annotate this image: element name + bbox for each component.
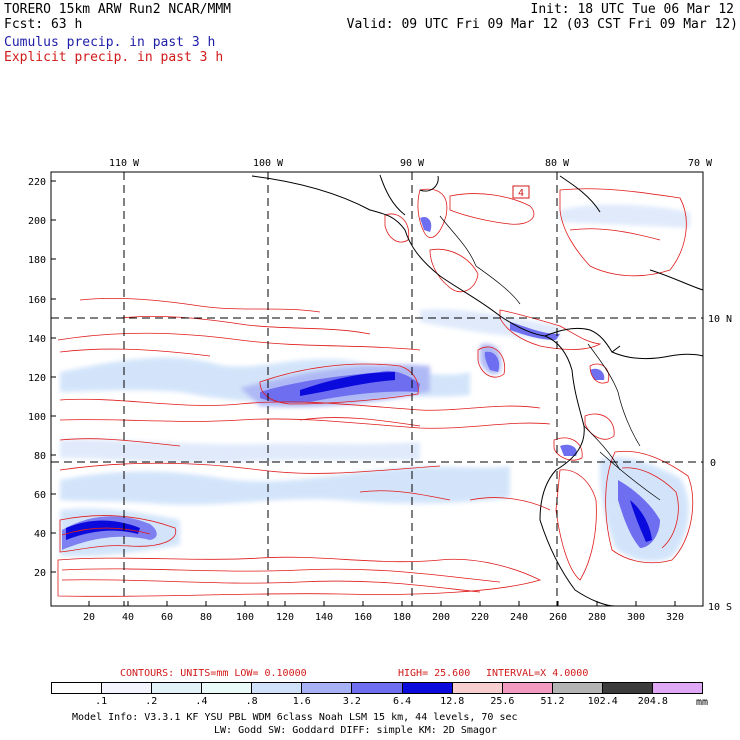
init-time: Init: 18 UTC Tue 06 Mar 12	[530, 2, 735, 17]
colorbar-label: 204.8	[637, 696, 668, 707]
colorbar-swatch	[352, 683, 403, 693]
x-tick: 100	[236, 612, 254, 623]
model-info: Model Info: V3.3.1 KF YSU PBL WDM 6class…	[72, 712, 518, 723]
y-tick: 140	[28, 334, 46, 345]
colorbar-label: .8	[245, 696, 258, 707]
colorbar-swatch	[152, 683, 203, 693]
cumulus-legend: Cumulus precip. in past 3 h	[4, 35, 216, 50]
colorbar-swatch	[552, 683, 603, 693]
colorbar-label: .4	[195, 696, 208, 707]
x-tick: 240	[510, 612, 528, 623]
x-tick: 20	[83, 612, 95, 623]
political-borders	[439, 215, 661, 501]
colorbar-swatch	[52, 683, 103, 693]
tick-marks	[51, 180, 676, 606]
contour-units: CONTOURS: UNITS=mm LOW= 0.10000	[120, 668, 307, 679]
x-tick: 260	[549, 612, 567, 623]
colorbar-swatch	[502, 683, 553, 693]
colorbar-swatch	[102, 683, 153, 693]
colorbar-label: 102.4	[587, 696, 618, 707]
colorbar-labels: .1 .2 .4 .8 1.6 3.2 6.4 12.8 25.6 51.2 102.4 204.8	[51, 696, 703, 708]
y-tick: 180	[28, 255, 46, 266]
lon-label-110w: 110 W	[109, 158, 140, 169]
y-tick: 200	[28, 216, 46, 227]
y-tick: 60	[34, 490, 46, 501]
colorbar-swatch	[252, 683, 303, 693]
colorbar-unit: mm	[696, 697, 709, 708]
y-tick: 120	[28, 373, 46, 384]
x-tick: 40	[122, 612, 134, 623]
colorbar-label: 51.2	[540, 696, 565, 707]
lon-label-100w: 100 W	[253, 158, 284, 169]
lon-label-80w: 80 W	[545, 158, 570, 169]
contour-interval: INTERVAL=X 4.0000	[486, 668, 589, 679]
colorbar-label: 6.4	[393, 696, 412, 707]
y-tick: 220	[28, 177, 46, 188]
lon-label-90w: 90 W	[400, 158, 425, 169]
x-tick: 120	[276, 612, 294, 623]
lat-lon-grid	[51, 172, 703, 606]
colorbar-swatch	[202, 683, 253, 693]
max-box-label: 4	[518, 188, 524, 199]
x-tick: 280	[588, 612, 606, 623]
lat-label-10n: 10 N	[708, 314, 732, 325]
x-tick: 220	[471, 612, 489, 623]
map-frame	[50, 171, 704, 607]
colorbar-label: .1	[95, 696, 108, 707]
lat-label-10s: 10 S	[708, 602, 732, 613]
x-tick: 180	[393, 612, 411, 623]
colorbar-label: 3.2	[342, 696, 361, 707]
contour-high: HIGH= 25.600	[398, 668, 471, 679]
lon-label-70w: 70 W	[688, 158, 713, 169]
colorbar-label: .2	[145, 696, 158, 707]
y-tick: 20	[34, 568, 46, 579]
lat-label-0: 0	[710, 458, 716, 469]
colorbar-swatch	[402, 683, 453, 693]
y-tick: 100	[28, 412, 46, 423]
x-tick: 300	[627, 612, 645, 623]
colorbar-swatch	[602, 683, 653, 693]
colorbar-label: 1.6	[292, 696, 311, 707]
coastline	[251, 174, 703, 606]
x-tick: 140	[315, 612, 333, 623]
colorbar-swatch	[652, 683, 703, 693]
colorbar-label: 12.8	[440, 696, 465, 707]
x-tick: 60	[161, 612, 173, 623]
colorbar-swatch	[302, 683, 353, 693]
y-tick: 40	[34, 529, 46, 540]
explicit-legend: Explicit precip. in past 3 h	[4, 50, 224, 65]
precip-colorbar	[51, 682, 703, 694]
x-tick: 80	[200, 612, 212, 623]
colorbar-swatch	[452, 683, 503, 693]
model-title: TORERO 15km ARW Run2 NCAR/MMM	[4, 2, 231, 17]
colorbar-label: 25.6	[490, 696, 515, 707]
x-tick: 200	[432, 612, 450, 623]
y-tick: 160	[28, 295, 46, 306]
max-box	[512, 185, 530, 199]
x-tick: 160	[354, 612, 372, 623]
x-tick: 320	[666, 612, 684, 623]
forecast-hour: Fcst: 63 h	[4, 17, 83, 32]
model-physics: LW: Godd SW: Goddard DIFF: simple KM: 2D…	[214, 725, 497, 736]
y-tick: 80	[34, 451, 46, 462]
valid-time: Valid: 09 UTC Fri 09 Mar 12 (03 CST Fri …	[346, 17, 738, 32]
